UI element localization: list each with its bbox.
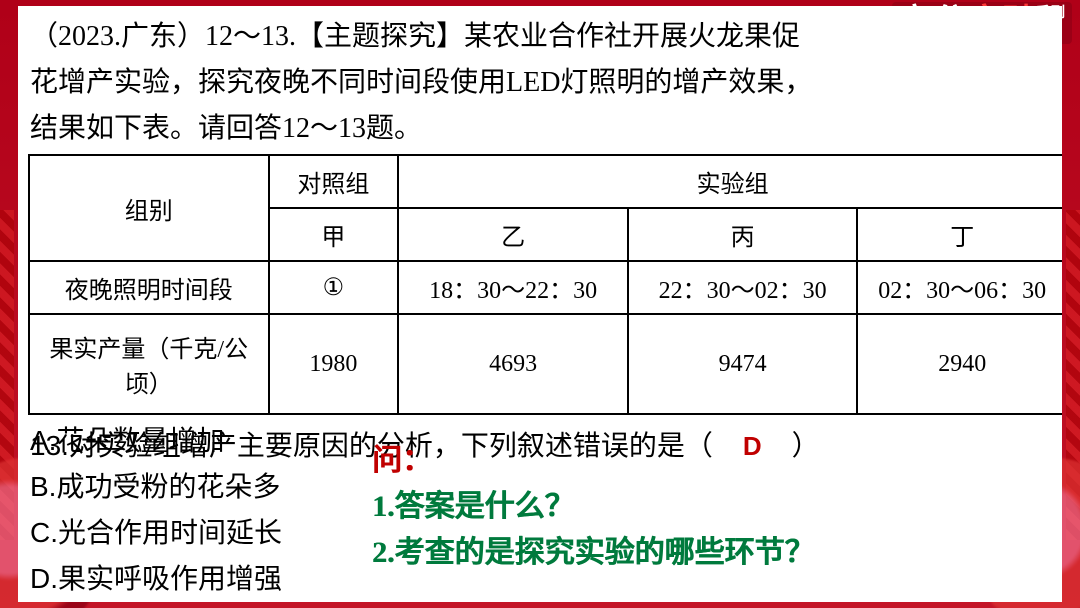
- prompt-head: 问：: [372, 438, 815, 484]
- cell-yield-ding: 2940: [857, 314, 1062, 414]
- hdr-control: 对照组: [269, 155, 399, 208]
- options-block: A.花朵数量增加 B.成功受粉的花朵多 C.光合作用时间延长 D.果实呼吸作用增…: [30, 418, 282, 602]
- cell-yield-yi: 4693: [398, 314, 628, 414]
- hdr-group: 组别: [29, 155, 269, 261]
- cell-time-yi: 18：30～22：30: [398, 261, 628, 314]
- table-row: 夜晚照明时间段 ① 18：30～22：30 22：30～02：30 02：30～…: [29, 261, 1062, 314]
- cell-ding: 丁: [857, 208, 1062, 261]
- hdr-exp: 实验组: [398, 155, 1062, 208]
- cell-blank-1: ①: [269, 261, 399, 314]
- intro-line-3: 结果如下表。请回答12～13题。: [30, 106, 1054, 152]
- row-lighting-label: 夜晚照明时间段: [29, 261, 269, 314]
- intro-line-1: （2023.广东）12～13.【主题探究】某农业合作社开展火龙果促: [30, 14, 1054, 60]
- question-intro: （2023.广东）12～13.【主题探究】某农业合作社开展火龙果促 花增产实验，…: [28, 14, 1054, 152]
- cell-yield-bing: 9474: [628, 314, 858, 414]
- cell-yi: 乙: [398, 208, 628, 261]
- row-yield-label: 果实产量（千克/公顷）: [29, 314, 269, 414]
- option-d: D.果实呼吸作用增强: [30, 556, 282, 602]
- cell-yield-jia: 1980: [269, 314, 399, 414]
- option-c: C.光合作用时间延长: [30, 510, 282, 556]
- teacher-prompt: 问： 1.答案是什么？ 2.考查的是探究实验的哪些环节？: [372, 438, 815, 576]
- intro-line-2: 花增产实验，探究夜晚不同时间段使用LED灯照明的增产效果，: [30, 60, 1054, 106]
- cell-bing: 丙: [628, 208, 858, 261]
- cell-time-bing: 22：30～02：30: [628, 261, 858, 314]
- table-row: 果实产量（千克/公顷） 1980 4693 9474 2940: [29, 314, 1062, 414]
- prompt-line-2: 2.考查的是探究实验的哪些环节？: [372, 530, 815, 576]
- slide-body: （2023.广东）12～13.【主题探究】某农业合作社开展火龙果促 花增产实验，…: [18, 6, 1062, 602]
- option-a: A.花朵数量增加: [30, 418, 282, 464]
- data-table: 组别 对照组 实验组 甲 乙 丙 丁 夜晚照明时间段 ① 18：30～22：30…: [28, 154, 1062, 415]
- cell-jia: 甲: [269, 208, 399, 261]
- decorative-frame: 高分突破系列 （2023.广东）12～13.【主题探究】某农业合作社开展火龙果促…: [0, 0, 1080, 608]
- cell-time-ding: 02：30～06：30: [857, 261, 1062, 314]
- table-row: 组别 对照组 实验组: [29, 155, 1062, 208]
- prompt-line-1: 1.答案是什么？: [372, 484, 815, 530]
- option-b: B.成功受粉的花朵多: [30, 464, 282, 510]
